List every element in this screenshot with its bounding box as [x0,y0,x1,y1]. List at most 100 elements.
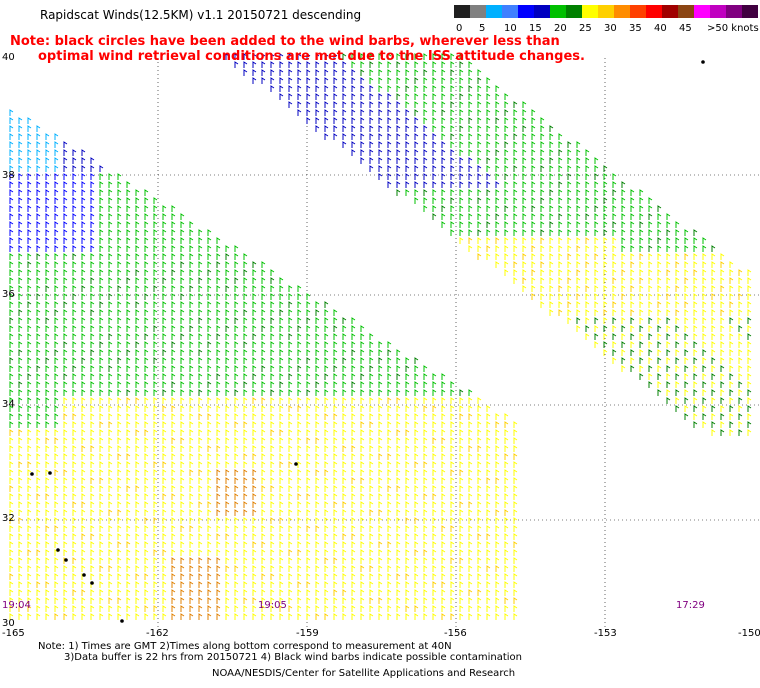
wind-barb [99,373,104,380]
wind-barb [396,189,401,196]
wind-barb [72,197,77,204]
wind-barb [63,269,68,276]
wind-barb [36,461,41,468]
wind-barb [360,533,365,540]
wind-barb [585,325,590,332]
wind-barb [18,205,23,212]
wind-barb [495,205,500,212]
wind-barb [567,221,572,228]
wind-barb [36,245,41,252]
wind-barb [486,221,491,228]
wind-barb [180,573,185,580]
wind-barb [369,613,374,620]
wind-barb [117,205,122,212]
wind-barb [693,333,698,340]
wind-barb [180,293,185,300]
wind-barb [414,117,419,124]
wind-barb [630,325,635,332]
wind-barb [702,317,707,324]
wind-barb [189,413,194,420]
wind-barb [108,261,113,268]
wind-barb [432,477,437,484]
wind-barb [261,493,266,500]
wind-barb [405,165,410,172]
wind-barb [9,477,14,484]
wind-barb [450,573,455,580]
wind-barb [90,229,95,236]
wind-barb [405,429,410,436]
wind-barb [18,133,23,140]
wind-barb [369,589,374,596]
wind-barb [477,77,482,84]
wind-barb [315,517,320,524]
wind-barb [63,453,68,460]
wind-barb [306,429,311,436]
wind-barb [729,429,734,436]
wind-speed-legend: 0 5 10 15 20 25 30 35 40 45 >50 knots [454,4,760,34]
wind-barb [360,149,365,156]
wind-barb [720,285,725,292]
wind-barb [459,413,464,420]
wind-barb [450,453,455,460]
wind-barb [594,293,599,300]
wind-barb [711,413,716,420]
wind-barb [630,269,635,276]
wind-barb [495,261,500,268]
wind-barb [36,333,41,340]
wind-barb [747,381,752,388]
wind-barb [684,365,689,372]
wind-barb [369,109,374,116]
wind-barb [720,421,725,428]
wind-barb [333,541,338,548]
wind-barb [603,333,608,340]
wind-barb [468,93,473,100]
wind-barb [36,357,41,364]
wind-barb [45,605,50,612]
wind-barb [549,181,554,188]
wind-barb [99,293,104,300]
wind-barb [639,245,644,252]
wind-barb [9,397,14,404]
wind-barb [477,565,482,572]
wind-barb [81,589,86,596]
wind-barb [207,389,212,396]
wind-barb [486,565,491,572]
wind-barb [495,461,500,468]
wind-barb [288,285,293,292]
wind-barb [234,445,239,452]
wind-barb [342,389,347,396]
wind-barb [126,597,131,604]
wind-barb [117,197,122,204]
wind-barb [423,541,428,548]
wind-barb [306,53,311,60]
wind-barb [135,245,140,252]
wind-barb [423,61,428,68]
wind-barb [468,213,473,220]
wind-barb [252,373,257,380]
wind-barb [486,541,491,548]
wind-barb [711,389,716,396]
wind-barb [486,501,491,508]
wind-barb [477,93,482,100]
wind-barb [279,493,284,500]
wind-barb [72,301,77,308]
wind-barb [459,421,464,428]
wind-barb [450,541,455,548]
wind-barb [405,597,410,604]
wind-barb [81,485,86,492]
wind-barb [45,453,50,460]
wind-barb [252,541,257,548]
wind-barb [225,493,230,500]
wind-barb [540,205,545,212]
wind-barb [189,421,194,428]
wind-barb [459,397,464,404]
wind-barb [324,613,329,620]
wind-barb [198,485,203,492]
wind-barb [18,261,23,268]
wind-barb [369,445,374,452]
wind-barb [630,285,635,292]
wind-barb [126,261,131,268]
wind-barb [63,421,68,428]
wind-barb [126,581,131,588]
wind-barb [306,301,311,308]
